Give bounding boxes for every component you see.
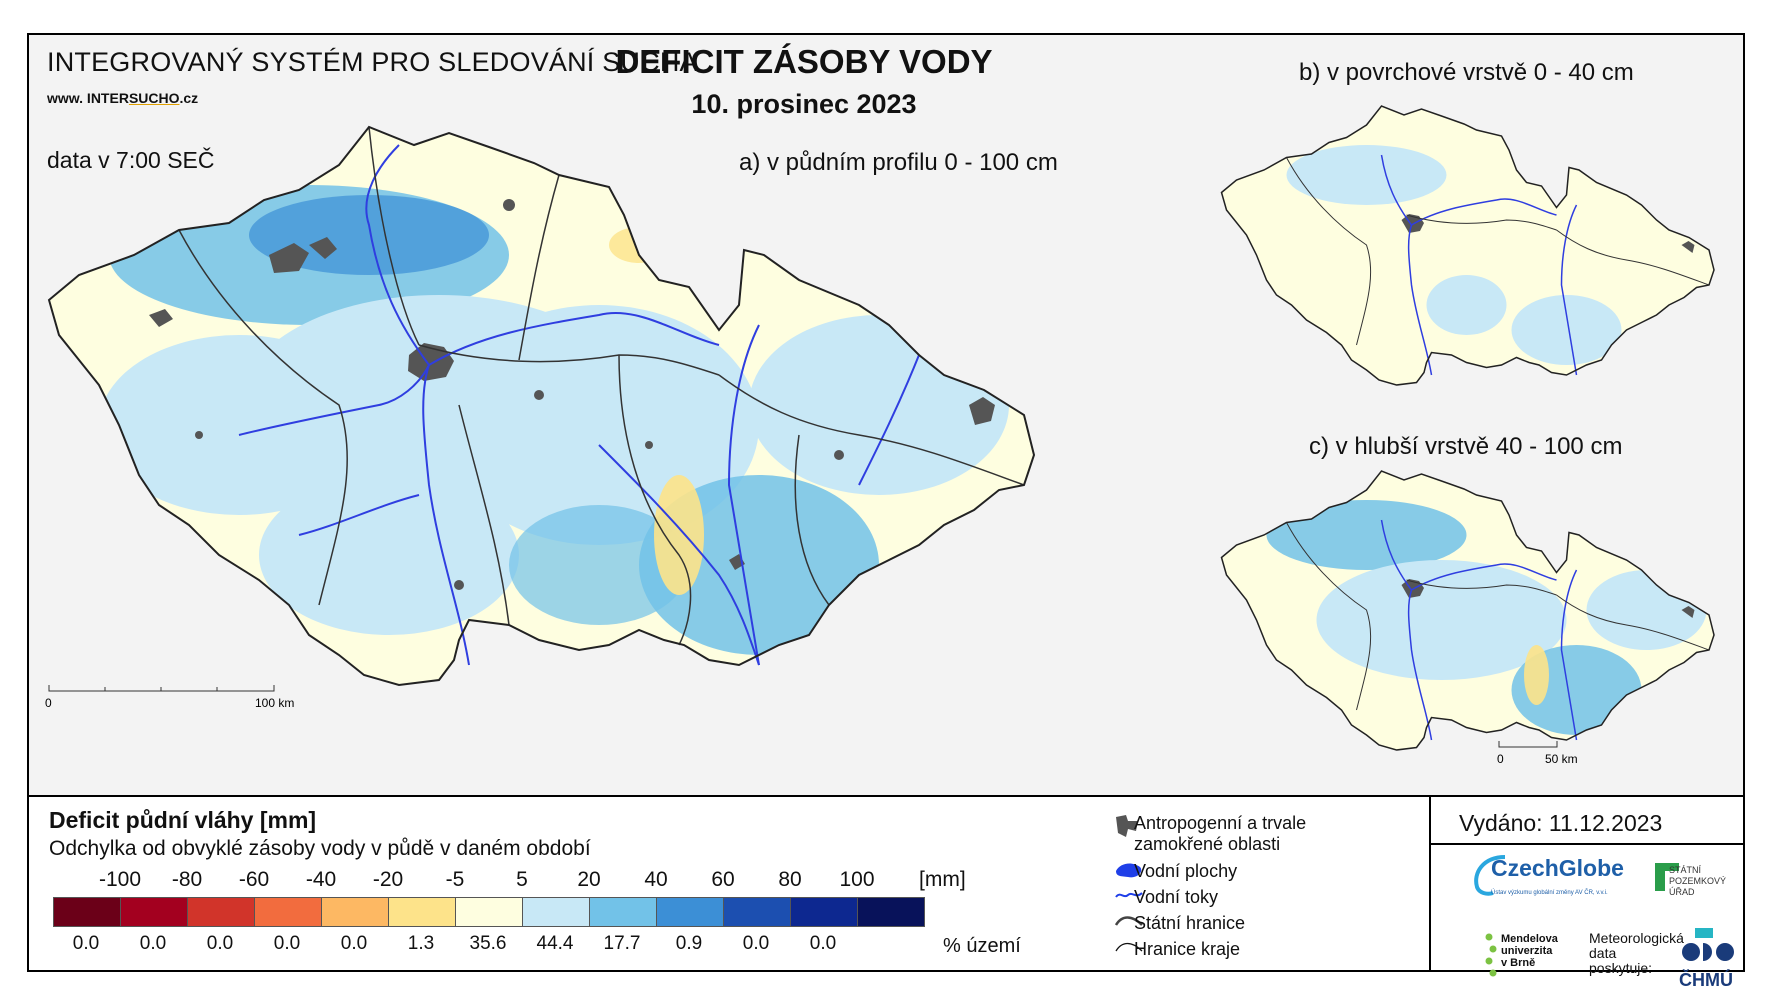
spu-logo-bar-top [1655,863,1679,871]
issued-date: Vydáno: 11.12.2023 [1459,810,1663,836]
water-body-icon [1116,863,1142,878]
legend-title: Deficit půdní vláhy [mm] [49,807,317,833]
key-water-bodies: Vodní plochy [1134,861,1238,881]
legend-divider [1429,797,1431,972]
legend-percent-value: 0.0 [206,933,234,954]
scale-a-end: 100 km [255,696,294,710]
legend-threshold: 80 [778,868,802,891]
map-b-surface-layer [1220,105,1715,386]
system-title: INTEGROVANÝ SYSTÉM PRO SLEDOVÁNÍ SUCHA [47,47,698,77]
legend-bin-4 [322,898,389,926]
key-state-border: Státní hranice [1134,913,1246,933]
legend-percent-value: 0.0 [340,933,368,954]
rivers [238,144,920,666]
legend-threshold: 20 [577,868,601,891]
legend-threshold: -40 [305,868,337,891]
legend-percent-values: 0.0 0.0 0.0 0.0 0.0 1.3 35.6 44.4 17.7 0.9 0.0 0.0 [53,933,913,957]
legend-percent-value: 0.0 [273,933,301,954]
region-border-icon [1115,942,1143,952]
map-a-label: a) v půdním profilu 0 - 100 cm [739,149,1058,176]
legend-color-bins [53,897,925,927]
legend-bin-7 [523,898,590,926]
figure-frame: INTEGROVANÝ SYSTÉM PRO SLEDOVÁNÍ SUCHA w… [27,33,1745,990]
legend-thresholds: -100 -80 -60 -40 -20 -5 5 20 40 60 80 100 [53,868,913,892]
mendel-logo-dots [1485,933,1497,977]
legend-threshold: 40 [644,868,668,891]
map-b-label: b) v povrchové vrstvě 0 - 40 cm [1299,59,1634,86]
czechglobe-logo-subtitle: Ústav výzkumu globální změny AV ČR, v.v.… [1491,890,1608,896]
legend-bin-3 [255,898,322,926]
anthropogenic-area-icon [1116,815,1138,837]
legend-threshold: -100 [98,868,142,891]
legend-percent-value: 0.0 [742,933,770,954]
map-date: 10. prosinec 2023 [691,89,917,119]
chmu-logo: ČHMÚ [1679,970,1733,990]
anthropogenic-areas [149,199,995,590]
map-c-deep-layer [1220,470,1715,751]
legend-bin-0 [54,898,121,926]
legend-percent-value: 0.0 [72,933,100,954]
legend-bin-2 [188,898,255,926]
scale-a-zero: 0 [45,696,52,710]
state-border-icon [1114,916,1143,926]
chmu-logo-mark [1682,943,1734,961]
legend-bin-12 [858,898,924,926]
czechglobe-logo-arc [1474,855,1506,896]
mendel-logo-text: Mendelova univerzita v Brně [1501,933,1558,969]
region-borders [178,126,1025,646]
legend-percent-value: 0.0 [809,933,837,954]
legend-threshold: 5 [516,868,528,891]
legend-percent-value: 1.3 [407,933,435,954]
website-link[interactable]: www. INTERSUCHO.cz [47,90,199,106]
legend-bin-5 [389,898,456,926]
met-data-provider: Meteorologická data poskytuje: [1589,930,1684,976]
map-a-czech-republic: 0 100 km [45,126,1035,710]
river-icon [1115,892,1143,898]
czechglobe-logo: CzechGlobe [1491,855,1624,881]
issued-divider [1431,843,1743,845]
key-anthropogenic-line2: zamokřené oblasti [1134,834,1281,854]
scale-c-end: 50 km [1545,752,1578,766]
spu-logo-bar [1655,863,1665,891]
legend-bin-9 [657,898,724,926]
main-title: DEFICIT ZÁSOBY VODY [615,43,993,80]
spu-logo-text: STÁTNÍ POZEMKOVÝ ÚŘAD [1669,865,1727,897]
scale-c-zero: 0 [1497,752,1504,766]
scale-bar-a: 0 100 km [45,685,294,710]
legend-unit: [mm] [919,868,966,891]
legend-threshold: -20 [372,868,404,891]
legend-bin-6 [456,898,523,926]
legend-subtitle: Odchylka od obvyklé zásoby vody v půdě v… [49,837,591,860]
legend-threshold: 60 [711,868,735,891]
map-area: INTEGROVANÝ SYSTÉM PRO SLEDOVÁNÍ SUCHA w… [29,35,1743,797]
legend-bin-10 [724,898,791,926]
scale-bar-c: 0 50 km [1497,741,1578,766]
legend-threshold: -80 [171,868,203,891]
key-anthropogenic-line1: Antropogenní a trvale [1134,813,1307,833]
legend-percent-value: 0.0 [139,933,167,954]
legend-percent-value: 35.6 [469,933,507,954]
legend-bin-1 [121,898,188,926]
spu-logo-mark [1695,928,1713,938]
legend-bin-11 [791,898,858,926]
map-c-label: c) v hlubší vrstvě 40 - 100 cm [1309,433,1623,460]
legend-percent-value: 17.7 [603,933,641,954]
legend-percent-unit: % území [943,935,1021,957]
legend-threshold: 100 [839,868,875,891]
legend-threshold: -60 [238,868,270,891]
legend-threshold: -5 [445,868,465,891]
key-region-border: Hranice kraje [1134,939,1241,959]
legend-percent-value: 44.4 [536,933,574,954]
data-time-note: data v 7:00 SEČ [47,147,215,173]
key-rivers: Vodní toky [1134,887,1219,907]
legend-percent-value: 0.9 [675,933,703,954]
legend-bin-8 [590,898,657,926]
